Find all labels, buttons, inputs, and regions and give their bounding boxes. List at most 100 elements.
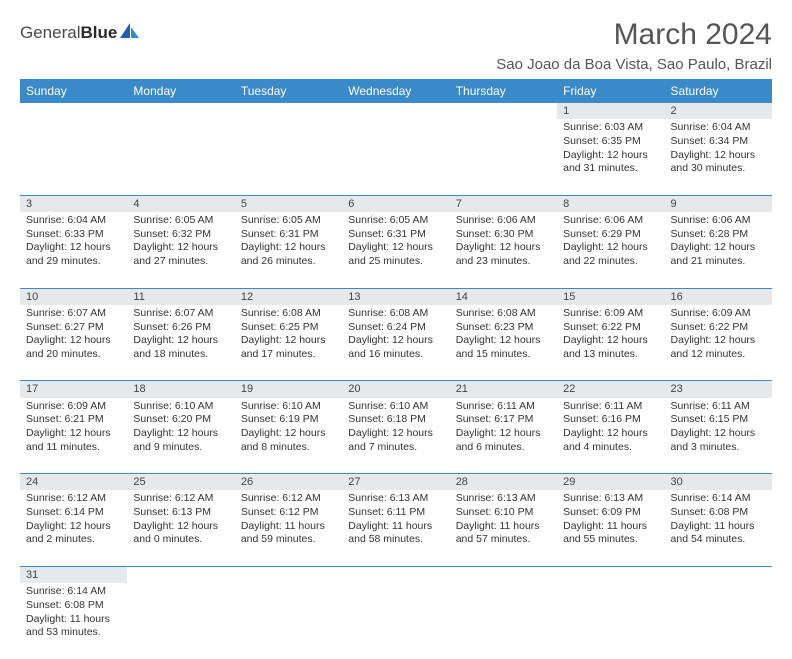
month-title: March 2024 (496, 18, 772, 52)
daylight-text-2: and 4 minutes. (563, 441, 658, 455)
daylight-text-1: Daylight: 12 hours (671, 241, 766, 255)
sunset-text: Sunset: 6:32 PM (133, 228, 228, 242)
sunrise-text: Sunrise: 6:08 AM (241, 307, 336, 321)
day-cell: Sunrise: 6:14 AMSunset: 6:08 PMDaylight:… (20, 583, 127, 659)
day-number (450, 103, 557, 119)
sunset-text: Sunset: 6:10 PM (456, 506, 551, 520)
sunrise-text: Sunrise: 6:06 AM (671, 214, 766, 228)
day-cell: Sunrise: 6:07 AMSunset: 6:26 PMDaylight:… (127, 305, 234, 381)
brand-logo: GeneralBlue (20, 22, 141, 43)
sunrise-text: Sunrise: 6:11 AM (671, 400, 766, 414)
sunset-text: Sunset: 6:27 PM (26, 321, 121, 335)
day-cell: Sunrise: 6:09 AMSunset: 6:21 PMDaylight:… (20, 398, 127, 474)
day-number: 22 (557, 381, 664, 398)
day-cell: Sunrise: 6:07 AMSunset: 6:27 PMDaylight:… (20, 305, 127, 381)
daylight-text-1: Daylight: 11 hours (563, 520, 658, 534)
sunset-text: Sunset: 6:33 PM (26, 228, 121, 242)
daylight-text-1: Daylight: 12 hours (671, 149, 766, 163)
sunset-text: Sunset: 6:31 PM (348, 228, 443, 242)
sunset-text: Sunset: 6:17 PM (456, 413, 551, 427)
sunset-text: Sunset: 6:30 PM (456, 228, 551, 242)
day-number: 27 (342, 474, 449, 491)
sunset-text: Sunset: 6:29 PM (563, 228, 658, 242)
sunrise-text: Sunrise: 6:11 AM (456, 400, 551, 414)
daylight-text-2: and 7 minutes. (348, 441, 443, 455)
day-number: 9 (665, 195, 772, 212)
day-cell: Sunrise: 6:03 AMSunset: 6:35 PMDaylight:… (557, 119, 664, 195)
day-number (20, 103, 127, 119)
day-number: 18 (127, 381, 234, 398)
sunrise-text: Sunrise: 6:05 AM (348, 214, 443, 228)
daylight-text-2: and 30 minutes. (671, 162, 766, 176)
day-cell: Sunrise: 6:05 AMSunset: 6:31 PMDaylight:… (235, 212, 342, 288)
sunrise-text: Sunrise: 6:08 AM (348, 307, 443, 321)
sunset-text: Sunset: 6:18 PM (348, 413, 443, 427)
sunrise-text: Sunrise: 6:06 AM (563, 214, 658, 228)
sunset-text: Sunset: 6:35 PM (563, 135, 658, 149)
daylight-text-1: Daylight: 12 hours (348, 334, 443, 348)
day-number: 13 (342, 288, 449, 305)
day-cell (127, 119, 234, 195)
daylight-text-2: and 3 minutes. (671, 441, 766, 455)
sunset-text: Sunset: 6:19 PM (241, 413, 336, 427)
day-cell (342, 119, 449, 195)
day-number (127, 103, 234, 119)
daylight-text-2: and 13 minutes. (563, 348, 658, 362)
day-number-row: 17181920212223 (20, 381, 772, 398)
brand-word1: General (20, 23, 80, 42)
daylight-text-2: and 20 minutes. (26, 348, 121, 362)
day-cell: Sunrise: 6:11 AMSunset: 6:16 PMDaylight:… (557, 398, 664, 474)
day-number: 29 (557, 474, 664, 491)
daylight-text-1: Daylight: 12 hours (671, 334, 766, 348)
day-number: 26 (235, 474, 342, 491)
day-number: 19 (235, 381, 342, 398)
sunset-text: Sunset: 6:28 PM (671, 228, 766, 242)
day-number: 31 (20, 566, 127, 583)
day-number: 30 (665, 474, 772, 491)
day-cell: Sunrise: 6:08 AMSunset: 6:25 PMDaylight:… (235, 305, 342, 381)
day-number-row: 31 (20, 566, 772, 583)
day-cell: Sunrise: 6:04 AMSunset: 6:34 PMDaylight:… (665, 119, 772, 195)
day-content-row: Sunrise: 6:03 AMSunset: 6:35 PMDaylight:… (20, 119, 772, 195)
daylight-text-2: and 22 minutes. (563, 255, 658, 269)
daylight-text-1: Daylight: 12 hours (348, 241, 443, 255)
sunset-text: Sunset: 6:13 PM (133, 506, 228, 520)
weekday-header: Sunday (20, 79, 127, 103)
sunrise-text: Sunrise: 6:13 AM (348, 492, 443, 506)
brand-word2: Blue (80, 23, 117, 42)
day-cell: Sunrise: 6:11 AMSunset: 6:17 PMDaylight:… (450, 398, 557, 474)
day-content-row: Sunrise: 6:14 AMSunset: 6:08 PMDaylight:… (20, 583, 772, 659)
sunrise-text: Sunrise: 6:04 AM (26, 214, 121, 228)
sunset-text: Sunset: 6:12 PM (241, 506, 336, 520)
daylight-text-1: Daylight: 12 hours (563, 149, 658, 163)
sunrise-text: Sunrise: 6:08 AM (456, 307, 551, 321)
day-number: 5 (235, 195, 342, 212)
sunrise-text: Sunrise: 6:10 AM (133, 400, 228, 414)
sunrise-text: Sunrise: 6:13 AM (563, 492, 658, 506)
daylight-text-2: and 59 minutes. (241, 533, 336, 547)
daylight-text-2: and 16 minutes. (348, 348, 443, 362)
location-text: Sao Joao da Boa Vista, Sao Paulo, Brazil (496, 56, 772, 73)
day-number-row: 12 (20, 103, 772, 119)
daylight-text-2: and 54 minutes. (671, 533, 766, 547)
sunrise-text: Sunrise: 6:07 AM (26, 307, 121, 321)
day-cell: Sunrise: 6:10 AMSunset: 6:18 PMDaylight:… (342, 398, 449, 474)
day-number-row: 10111213141516 (20, 288, 772, 305)
sunrise-text: Sunrise: 6:04 AM (671, 121, 766, 135)
day-number: 14 (450, 288, 557, 305)
sunset-text: Sunset: 6:21 PM (26, 413, 121, 427)
daylight-text-1: Daylight: 11 hours (456, 520, 551, 534)
daylight-text-2: and 18 minutes. (133, 348, 228, 362)
day-number (665, 566, 772, 583)
sunset-text: Sunset: 6:23 PM (456, 321, 551, 335)
sunset-text: Sunset: 6:22 PM (563, 321, 658, 335)
daylight-text-2: and 8 minutes. (241, 441, 336, 455)
daylight-text-2: and 55 minutes. (563, 533, 658, 547)
daylight-text-2: and 21 minutes. (671, 255, 766, 269)
daylight-text-1: Daylight: 12 hours (133, 427, 228, 441)
daylight-text-2: and 6 minutes. (456, 441, 551, 455)
sunset-text: Sunset: 6:08 PM (26, 599, 121, 613)
day-content-row: Sunrise: 6:04 AMSunset: 6:33 PM Daylight:… (20, 212, 772, 288)
day-number: 7 (450, 195, 557, 212)
calendar-page: GeneralBlue March 2024 Sao Joao da Boa V… (0, 0, 792, 659)
